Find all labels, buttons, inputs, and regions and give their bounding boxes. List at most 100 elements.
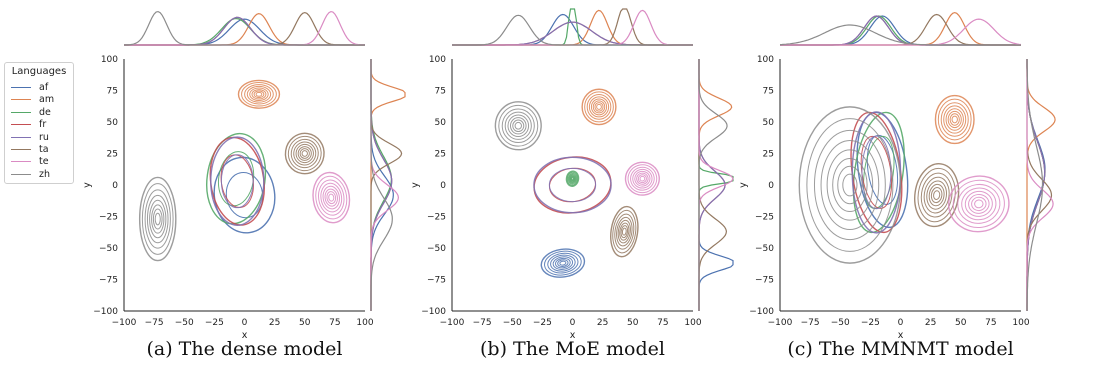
contour-ta <box>299 148 310 159</box>
contour-te <box>971 196 987 212</box>
contour-te <box>634 170 651 187</box>
x-tick-label: −75 <box>145 318 164 328</box>
contour-ru <box>533 156 612 214</box>
contour-af <box>547 252 579 274</box>
contour-te <box>624 161 660 196</box>
contour-zh <box>141 183 174 255</box>
x-axis-label: x <box>898 330 904 341</box>
x-tick-label: −50 <box>503 318 522 328</box>
contour-am <box>241 81 277 107</box>
contour-zh <box>842 173 858 197</box>
top-density-te <box>452 9 693 46</box>
contour-zh <box>798 106 902 264</box>
legend-item-ru: ru <box>11 131 71 144</box>
x-tick-label: 50 <box>955 318 967 328</box>
legend-item-de: de <box>11 106 71 119</box>
contour-te <box>632 168 653 189</box>
contour-zh <box>154 212 161 226</box>
panel-0: −100 −75 −50 −25 0 25 50 75 100 −100 −75 −50 −25 0 25 5… <box>82 10 406 341</box>
x-tick-label: 25 <box>597 318 608 328</box>
legend-label: ta <box>39 144 49 155</box>
contour-zh <box>144 189 171 249</box>
contour-ta <box>616 216 633 247</box>
contour-ta <box>917 167 956 223</box>
contour-te <box>968 193 990 214</box>
contour-ta <box>930 187 943 204</box>
contour-am <box>246 85 272 103</box>
contour-ta <box>614 213 635 250</box>
contour-zh <box>512 119 525 133</box>
contour-layer <box>798 94 1010 264</box>
top-density-am <box>124 12 365 46</box>
contour-zh <box>509 117 527 135</box>
contour-am <box>253 90 265 99</box>
contour-te <box>317 179 345 216</box>
legend-item-te: te <box>11 155 71 168</box>
legend-swatch <box>11 111 31 113</box>
contour-ta <box>287 135 322 172</box>
x-tick-label: 0 <box>898 318 904 328</box>
legend: Languages af am de fr ru ta te zh <box>4 62 74 184</box>
top-density-ta <box>124 11 365 46</box>
y-tick-label: −75 <box>427 276 446 286</box>
contour-am <box>251 89 267 100</box>
contour-de <box>569 175 576 182</box>
contour-layer <box>494 88 660 278</box>
contour-am <box>255 91 263 97</box>
top-density-zh <box>452 14 693 46</box>
contour-ta <box>923 176 950 214</box>
y-axis-label: y <box>738 182 749 188</box>
contour-am <box>584 91 614 123</box>
contour-zh <box>501 108 535 144</box>
contour-zh <box>832 157 868 213</box>
right-density-te <box>370 59 400 311</box>
contour-ru <box>210 136 265 227</box>
top-density-zh <box>123 10 365 46</box>
contour-de <box>570 176 575 182</box>
top-density-ru <box>780 15 1021 46</box>
contour-ta <box>920 172 953 218</box>
contour-am <box>594 102 604 112</box>
x-tick-label: 100 <box>684 318 701 328</box>
contour-ta <box>290 138 319 169</box>
top-density-te <box>780 18 1022 46</box>
contour-zh <box>826 149 874 221</box>
right-density-zh <box>698 59 728 311</box>
contour-te <box>961 187 997 221</box>
contour-am <box>588 96 610 118</box>
contour-zh <box>806 118 894 252</box>
contour-de <box>568 173 577 184</box>
right-density-te <box>1026 59 1054 311</box>
y-tick-label: 25 <box>435 150 446 160</box>
contour-zh <box>494 101 542 151</box>
contour-am <box>940 102 969 137</box>
x-tick-label: −100 <box>440 318 465 328</box>
contour-de <box>567 172 578 185</box>
contour-zh <box>813 129 886 241</box>
contour-zh <box>146 194 169 244</box>
contour-te <box>957 183 1001 224</box>
right-density-zh <box>370 59 393 311</box>
contour-zh <box>152 208 163 230</box>
right-density-am <box>1026 59 1056 311</box>
contour-zh <box>507 114 530 138</box>
contour-ru <box>220 154 254 209</box>
contour-te <box>637 174 647 184</box>
contour-te <box>328 193 335 202</box>
x-axis-label: x <box>242 330 248 341</box>
legend-label: fr <box>39 119 47 131</box>
contour-te <box>952 179 1005 229</box>
contour-ta <box>297 146 312 161</box>
y-tick-label: 100 <box>101 55 118 65</box>
contour-am <box>947 110 962 129</box>
contour-te <box>630 166 655 191</box>
y-tick-label: 0 <box>440 181 446 191</box>
contour-af <box>555 257 571 269</box>
top-density-am <box>780 11 1021 46</box>
x-tick-label: −50 <box>175 318 194 328</box>
contour-ta <box>610 205 639 258</box>
legend-label: ru <box>39 131 49 143</box>
top-density-ru <box>124 16 365 46</box>
panel-1: −100 −75 −50 −25 0 25 50 75 100 −100 −75 −50 −25 0 25 5… <box>410 8 734 341</box>
x-tick-label: −75 <box>473 318 492 328</box>
